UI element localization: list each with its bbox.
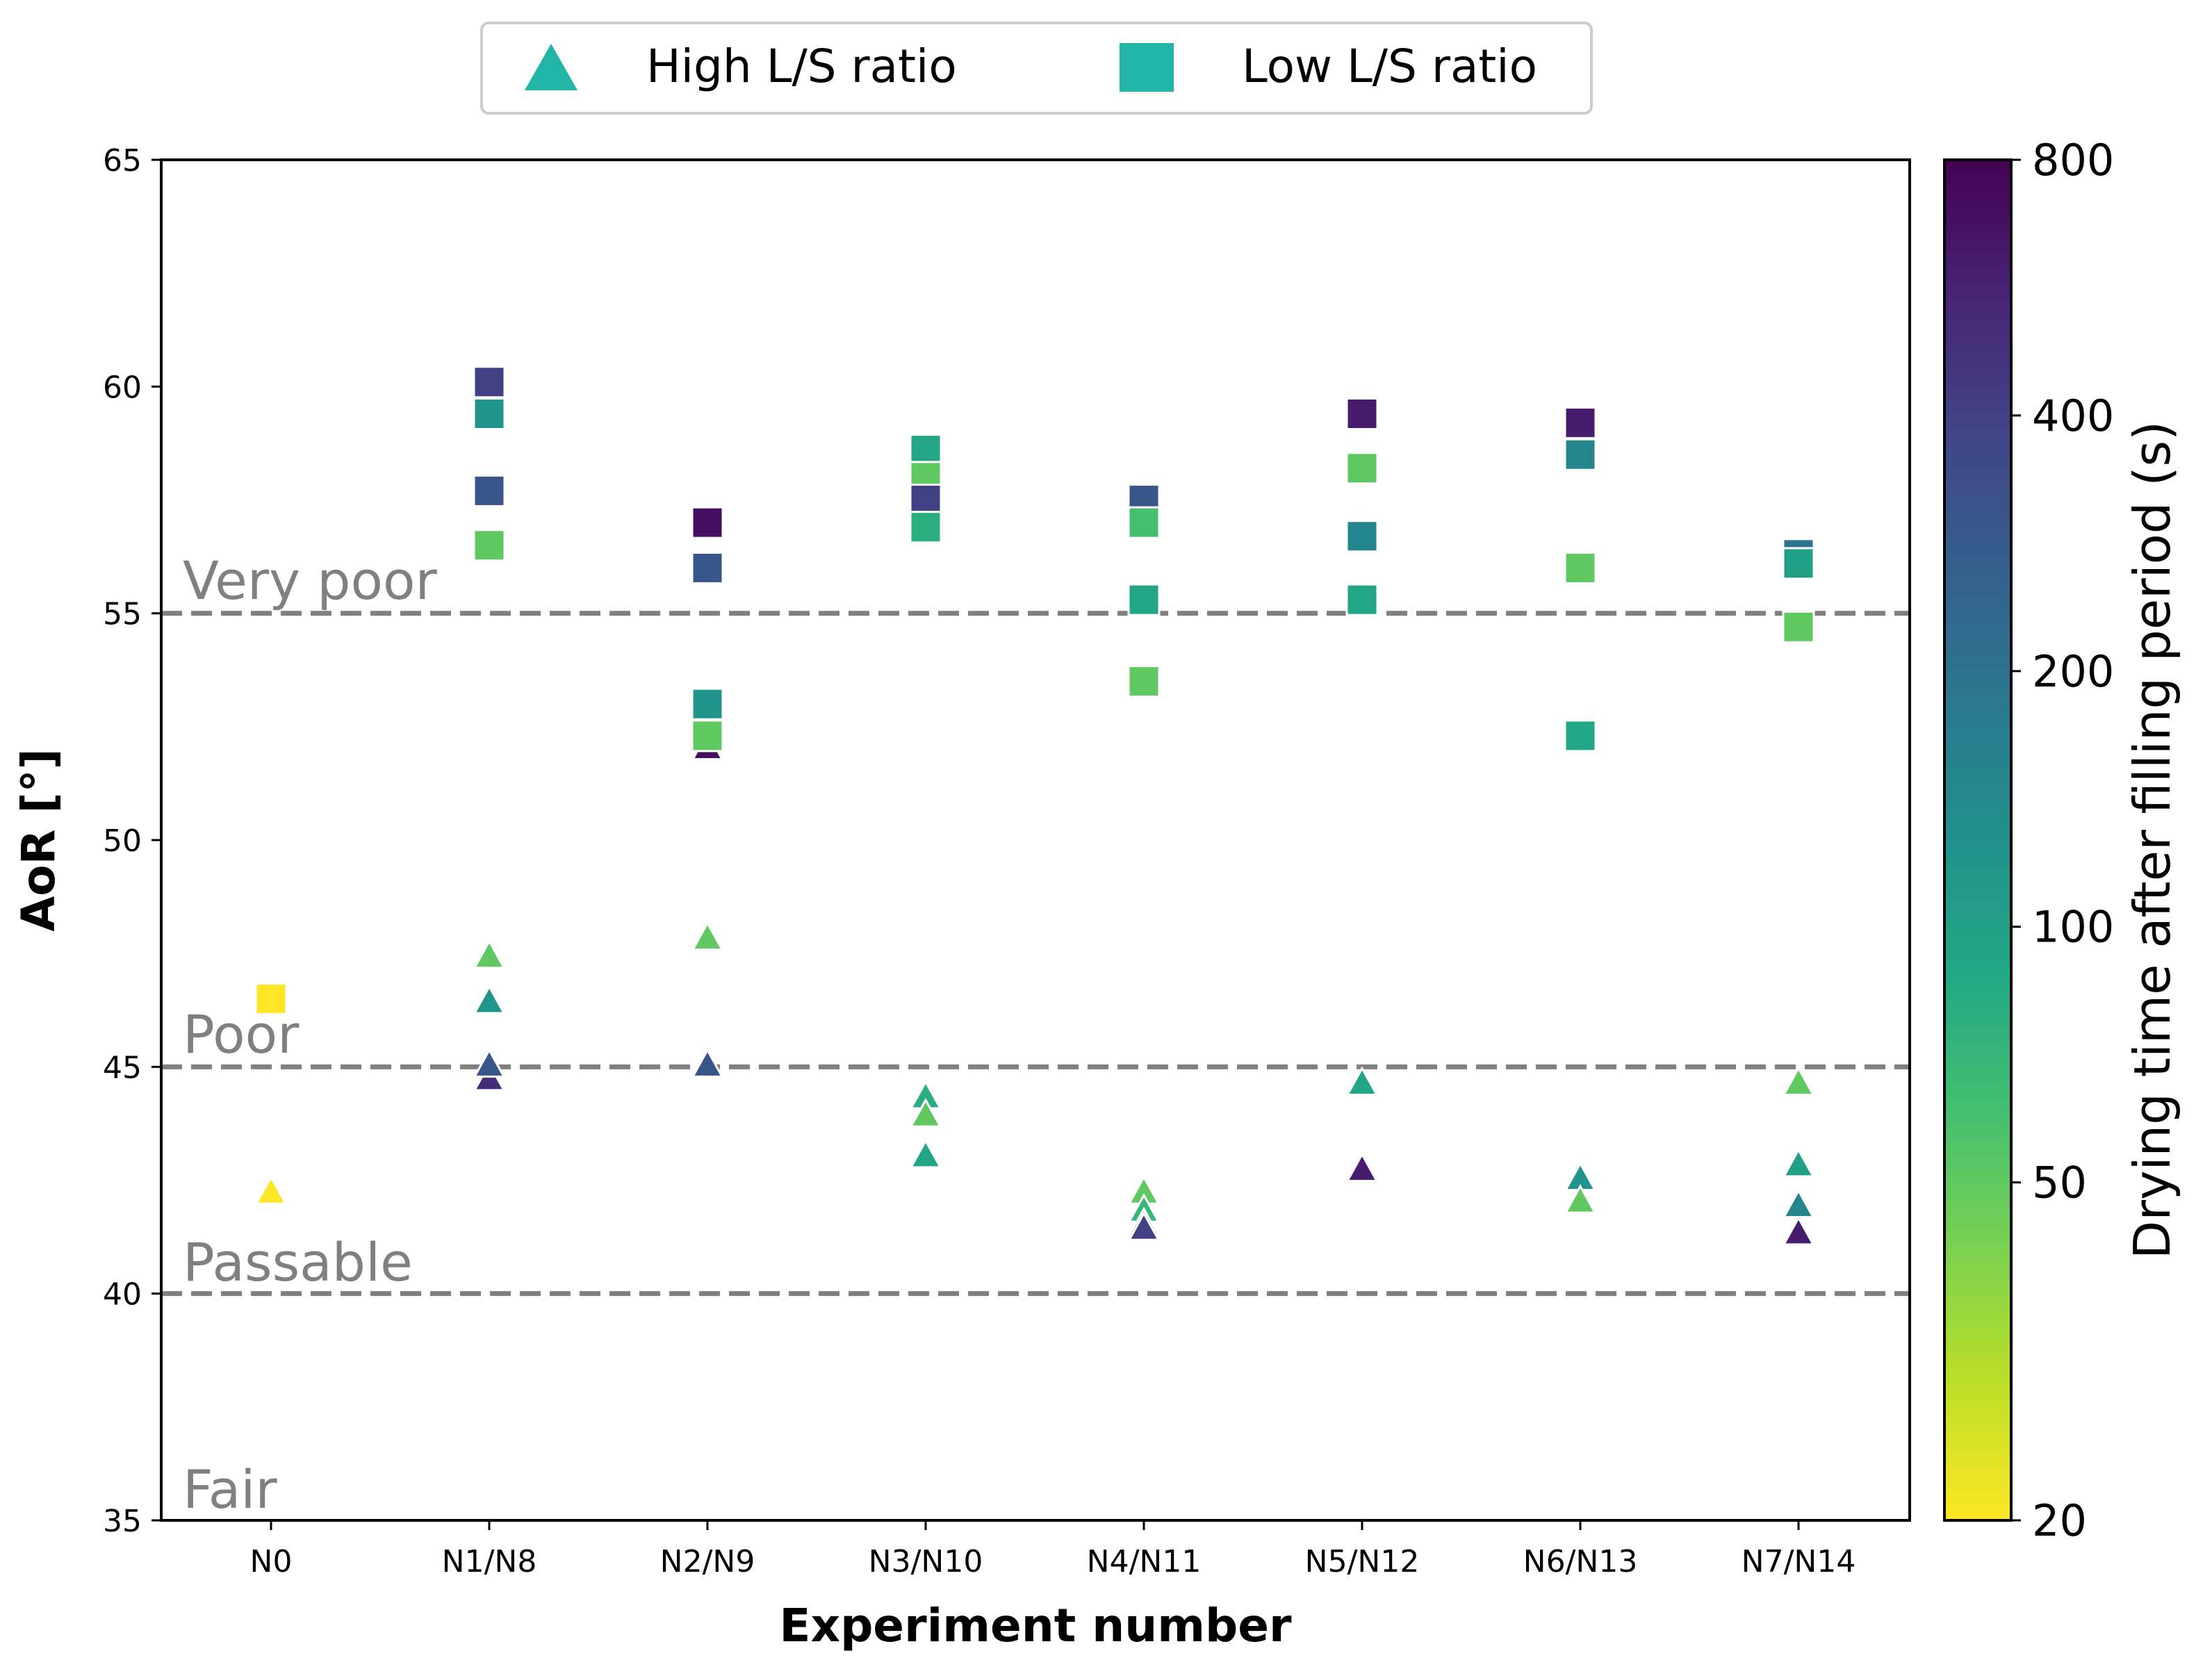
x-tick-label: N2/N9	[660, 1544, 755, 1579]
triangle-marker	[473, 939, 506, 969]
triangle-marker	[1345, 1152, 1379, 1182]
legend-frame	[480, 22, 1593, 115]
x-axis-ticks: N0 N1/N8 N2/N9 N3/N10 N4/N11 N5/N12 N6/N13 N7/N…	[250, 1520, 1856, 1579]
triangle-marker	[1127, 1211, 1161, 1241]
x-tick-label: N0	[250, 1544, 293, 1579]
triangle-marker	[1345, 1066, 1379, 1096]
square-marker	[1564, 406, 1597, 440]
square-marker	[1782, 610, 1815, 643]
y-tick-label: 65	[103, 143, 142, 179]
square-marker	[1127, 665, 1161, 698]
triangle-marker	[1564, 1184, 1597, 1214]
square-marker	[909, 434, 942, 467]
triangle-marker	[909, 1098, 942, 1128]
triangle-marker	[909, 1138, 942, 1169]
y-tick-label: 50	[103, 823, 142, 859]
x-tick-label: N7/N14	[1742, 1544, 1856, 1579]
colorbar-tick-label: 200	[2032, 646, 2114, 697]
legend-label-high-ls: High L/S ratio	[646, 40, 957, 93]
x-tick-label: N3/N10	[869, 1544, 983, 1579]
y-tick-label: 60	[103, 370, 142, 405]
y-tick-label: 55	[103, 597, 142, 632]
y-tick-label: 40	[103, 1277, 142, 1313]
square-marker	[1345, 397, 1379, 430]
colorbar-tick-label: 20	[2032, 1495, 2087, 1546]
colorbar: 20 50 100 200 400 800 Drying time after filli…	[1943, 135, 2181, 1546]
triangle-marker	[1782, 1066, 1815, 1096]
square-marker	[1345, 452, 1379, 485]
colorbar-tick-label: 50	[2032, 1158, 2087, 1208]
colorbar-tick-label: 800	[2032, 135, 2114, 186]
triangle-marker	[254, 1174, 288, 1205]
zone-label-fair: Fair	[183, 1459, 277, 1520]
square-marker	[1127, 583, 1161, 616]
colorbar-title: Drying time after filling period (s)	[2123, 421, 2181, 1259]
square-marker	[691, 719, 724, 753]
x-axis-title: Experiment number	[779, 1599, 1292, 1652]
x-tick-label: N4/N11	[1087, 1544, 1202, 1579]
x-tick-label: N5/N12	[1305, 1544, 1420, 1579]
square-marker	[1564, 551, 1597, 584]
square-marker	[473, 474, 506, 507]
legend-square-icon	[1120, 43, 1174, 92]
square-marker	[1782, 547, 1815, 580]
y-axis-title: AoR [°]	[12, 748, 65, 932]
colorbar-tick-label: 100	[2032, 902, 2114, 953]
square-marker	[1345, 583, 1379, 616]
triangle-marker	[1782, 1147, 1815, 1178]
square-marker	[1127, 506, 1161, 539]
reference-lines	[161, 611, 1910, 1297]
square-marker	[1345, 520, 1379, 553]
y-axis-ticks: 35 40 45 50 55 60 65	[103, 143, 161, 1539]
square-marker	[691, 551, 724, 584]
y-tick-label: 45	[103, 1050, 142, 1085]
colorbar-ticks: 20 50 100 200 400 800	[2011, 135, 2114, 1546]
plot-frame	[160, 158, 1911, 1522]
square-marker	[1564, 719, 1597, 753]
triangle-marker	[691, 921, 724, 951]
square-marker	[473, 529, 506, 562]
square-marker	[1564, 438, 1597, 471]
square-marker	[473, 397, 506, 430]
colorbar-gradient	[1943, 158, 2013, 1522]
square-marker	[473, 365, 506, 399]
legend: High L/S ratio Low L/S ratio	[480, 22, 1593, 115]
y-tick-label: 35	[103, 1504, 142, 1539]
triangle-marker	[1782, 1215, 1815, 1246]
square-marker	[909, 511, 942, 544]
legend-triangle-icon	[525, 44, 577, 90]
x-tick-label: N6/N13	[1523, 1544, 1638, 1579]
triangle-marker	[1782, 1188, 1815, 1219]
zone-label-passable: Passable	[183, 1231, 413, 1293]
triangle-marker	[691, 1048, 724, 1078]
square-marker	[909, 484, 942, 516]
square-marker	[254, 982, 288, 1015]
triangle-marker	[473, 984, 506, 1014]
square-marker	[691, 506, 724, 539]
legend-label-low-ls: Low L/S ratio	[1242, 40, 1537, 93]
square-marker	[691, 687, 724, 721]
triangle-marker	[473, 1048, 506, 1078]
zone-label-very-poor: Very poor	[183, 550, 437, 611]
data-markers	[254, 365, 1815, 1246]
x-tick-label: N1/N8	[442, 1544, 537, 1579]
colorbar-tick-label: 400	[2032, 391, 2114, 441]
